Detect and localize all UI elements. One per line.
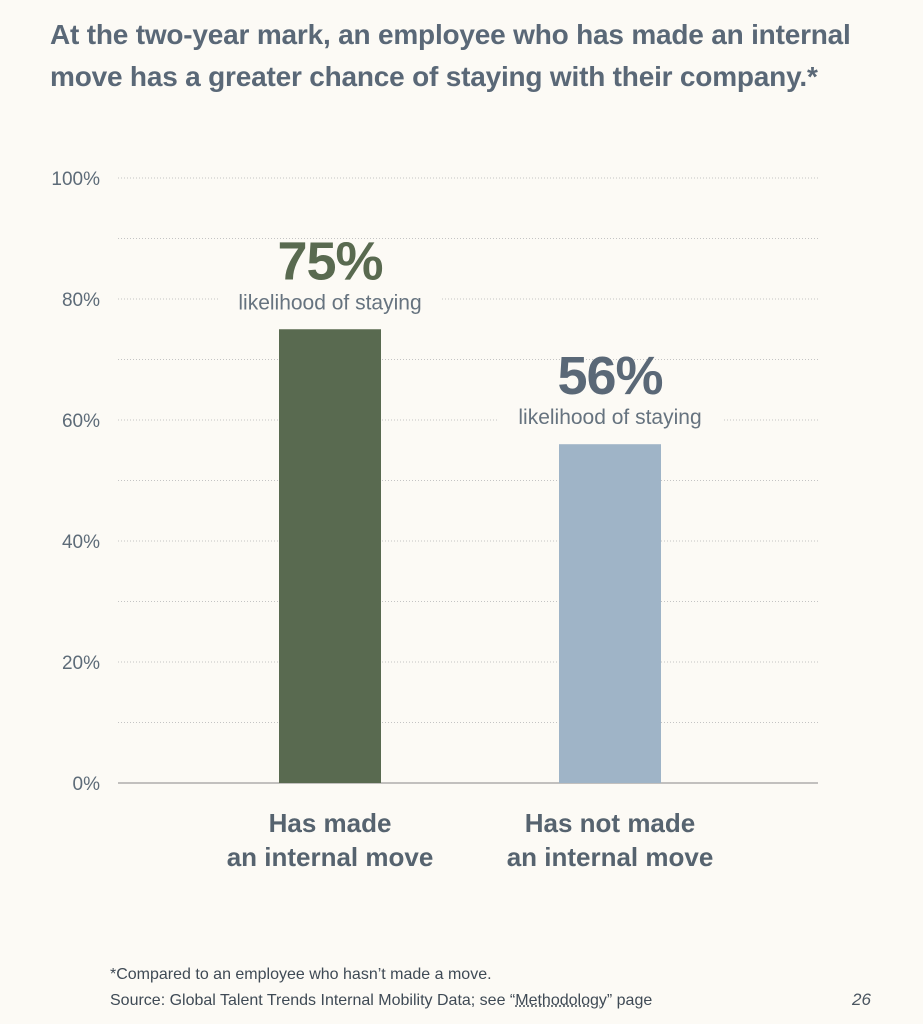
source-prefix: Source: Global Talent Trends Internal Mo… (110, 992, 516, 1009)
source-suffix: ” page (606, 992, 653, 1009)
footnote-source: Source: Global Talent Trends Internal Mo… (110, 988, 652, 1014)
category-label: Has made (269, 808, 392, 838)
chart-title: At the two-year mark, an employee who ha… (50, 19, 851, 92)
y-tick-label: 60% (62, 411, 100, 432)
y-tick-label: 80% (62, 290, 100, 311)
y-tick-label: 100% (51, 169, 100, 190)
footnote: *Compared to an employee who hasn’t made… (110, 962, 652, 1014)
category-label: an internal move (227, 842, 434, 872)
category-label: an internal move (507, 842, 714, 872)
data-label: 75% (277, 231, 382, 291)
y-tick-label: 0% (73, 774, 101, 795)
data-label: 56% (557, 346, 662, 406)
y-tick-label: 20% (62, 653, 100, 674)
bar-chart: 0%20%40%60%80%100%75%likelihood of stayi… (51, 169, 818, 872)
bar (279, 329, 381, 783)
callout-text: likelihood of staying (238, 291, 421, 314)
bar (559, 444, 661, 783)
callout-text: likelihood of staying (518, 406, 701, 429)
methodology-link[interactable]: Methodology (515, 992, 607, 1009)
page-number: 26 (852, 990, 871, 1009)
callout-background (498, 402, 722, 433)
footnote-comparison: *Compared to an employee who hasn’t made… (110, 966, 492, 983)
y-tick-label: 40% (62, 532, 100, 553)
callout-background (218, 287, 442, 318)
category-label: Has not made (525, 808, 696, 838)
